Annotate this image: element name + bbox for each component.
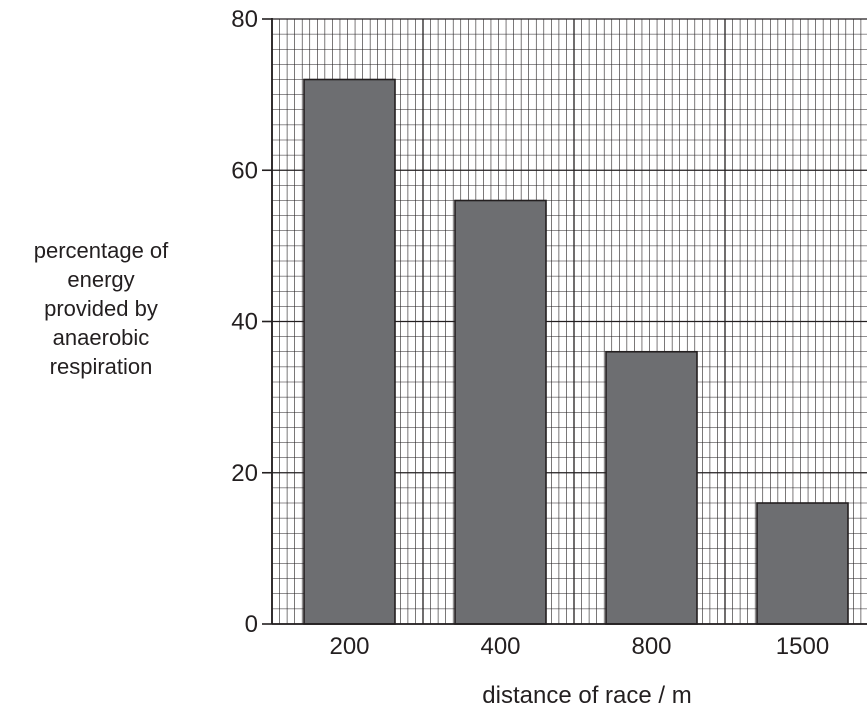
bar-200: [303, 78, 396, 625]
y-axis-label-line: provided by: [44, 296, 158, 321]
x-tick-label: 200: [329, 633, 369, 660]
axes: [262, 18, 867, 625]
y-tick-labels: 0 20 40 60 80: [231, 6, 258, 638]
y-tick-label: 60: [231, 157, 258, 184]
y-tick-label: 20: [231, 460, 258, 487]
x-tick-labels: 200 400 800 1500: [329, 633, 829, 660]
y-axis-label-line: energy: [67, 267, 134, 292]
x-tick-label: 400: [480, 633, 520, 660]
bars: [303, 78, 849, 625]
x-tick-label: 800: [631, 633, 671, 660]
y-axis-label-line: percentage of: [34, 238, 169, 263]
y-axis-label-line: anaerobic: [53, 325, 150, 350]
bar-400: [454, 199, 547, 625]
y-axis-label-line: respiration: [50, 354, 153, 379]
y-tick-label: 80: [231, 6, 258, 33]
y-axis-label: percentage of energy provided by anaerobic r…: [34, 238, 169, 379]
y-tick-label: 0: [245, 611, 258, 638]
bar-800: [605, 350, 698, 625]
x-tick-label: 1500: [776, 633, 829, 660]
bar-1500: [756, 502, 849, 625]
y-tick-label: 40: [231, 309, 258, 336]
x-axis-label: distance of race / m: [482, 682, 691, 709]
